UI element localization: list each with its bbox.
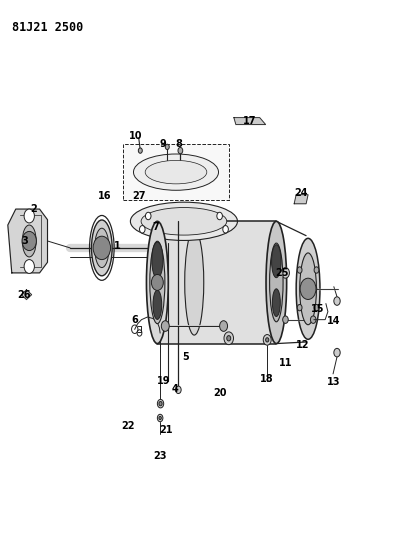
Text: 11: 11 [279, 358, 292, 368]
Circle shape [24, 260, 34, 273]
Circle shape [178, 148, 183, 154]
Text: 2: 2 [30, 204, 37, 214]
Polygon shape [8, 209, 47, 273]
Ellipse shape [272, 289, 280, 317]
Text: 12: 12 [296, 340, 310, 350]
Ellipse shape [296, 238, 320, 340]
Circle shape [314, 304, 319, 311]
Text: 17: 17 [243, 116, 257, 126]
Circle shape [297, 304, 302, 311]
Text: 25: 25 [275, 268, 289, 278]
Ellipse shape [131, 202, 238, 240]
Text: 18: 18 [260, 374, 274, 384]
Text: 26: 26 [18, 289, 31, 300]
Ellipse shape [141, 207, 227, 235]
Circle shape [157, 414, 163, 422]
Circle shape [151, 274, 163, 290]
Circle shape [265, 338, 269, 342]
Text: 19: 19 [157, 376, 171, 386]
Text: 21: 21 [160, 425, 173, 435]
Text: 14: 14 [327, 316, 341, 326]
Circle shape [283, 316, 288, 324]
Circle shape [161, 321, 169, 332]
Circle shape [165, 144, 169, 150]
Circle shape [159, 401, 162, 406]
Circle shape [159, 416, 161, 419]
Circle shape [334, 349, 340, 357]
Ellipse shape [92, 220, 112, 276]
Text: 1: 1 [114, 241, 121, 251]
Circle shape [93, 236, 111, 260]
Circle shape [217, 212, 222, 220]
Text: 5: 5 [183, 352, 189, 362]
Circle shape [227, 336, 231, 341]
Polygon shape [21, 290, 31, 300]
Text: 16: 16 [98, 191, 111, 201]
Ellipse shape [145, 160, 207, 184]
Circle shape [145, 212, 151, 220]
Polygon shape [294, 195, 308, 204]
Text: 24: 24 [295, 188, 308, 198]
Circle shape [297, 267, 302, 273]
Ellipse shape [271, 245, 281, 278]
Text: 13: 13 [327, 377, 341, 387]
Text: 27: 27 [132, 191, 145, 201]
Circle shape [300, 278, 316, 300]
Text: 20: 20 [213, 388, 226, 398]
Ellipse shape [133, 154, 219, 190]
Text: 4: 4 [172, 384, 179, 394]
Ellipse shape [153, 290, 162, 319]
Ellipse shape [269, 243, 283, 322]
Ellipse shape [300, 253, 316, 325]
Text: 23: 23 [153, 451, 167, 461]
Circle shape [157, 399, 164, 408]
Text: 7: 7 [152, 222, 159, 232]
Circle shape [263, 335, 271, 345]
Ellipse shape [152, 242, 163, 278]
Text: 15: 15 [311, 304, 325, 314]
Ellipse shape [266, 221, 287, 344]
Circle shape [24, 209, 34, 223]
Ellipse shape [22, 225, 36, 257]
Text: 8: 8 [176, 139, 183, 149]
Ellipse shape [95, 228, 109, 268]
Circle shape [281, 268, 289, 278]
Text: 9: 9 [159, 139, 166, 149]
Text: 22: 22 [122, 421, 135, 431]
Bar [123, 144, 229, 200]
Circle shape [139, 148, 142, 154]
Bar [157, 221, 276, 344]
Text: 81J21 2500: 81J21 2500 [12, 21, 83, 34]
Circle shape [310, 316, 316, 324]
Circle shape [223, 225, 228, 233]
Circle shape [311, 285, 317, 293]
Text: 3: 3 [21, 236, 28, 246]
Circle shape [220, 321, 228, 332]
Text: 6: 6 [131, 314, 138, 325]
Circle shape [314, 267, 319, 273]
Ellipse shape [150, 241, 165, 324]
Ellipse shape [146, 221, 168, 344]
Circle shape [22, 231, 36, 251]
Text: 10: 10 [129, 131, 142, 141]
Circle shape [334, 297, 340, 305]
Circle shape [176, 386, 181, 393]
Circle shape [224, 332, 234, 345]
Ellipse shape [185, 230, 204, 335]
Polygon shape [234, 118, 265, 125]
Circle shape [140, 225, 145, 233]
